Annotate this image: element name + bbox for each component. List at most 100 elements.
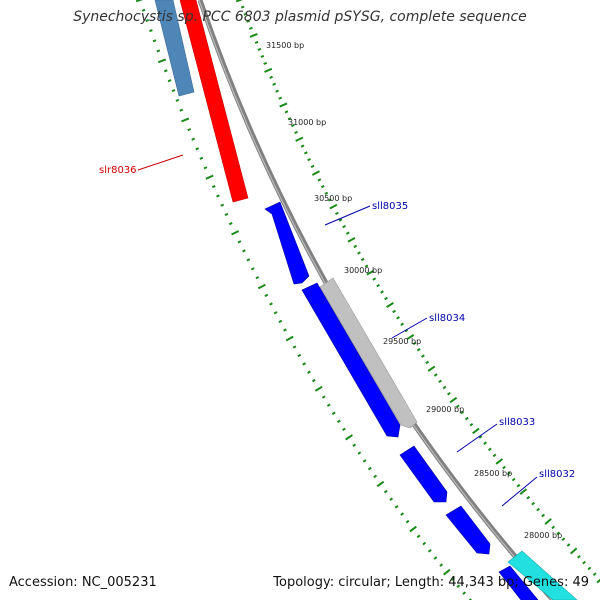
- gene-label-sll8035[interactable]: sll8035: [372, 201, 408, 212]
- outer-tick-mark: [526, 495, 531, 500]
- inner-tick-mark: [237, 240, 242, 244]
- leader-sll8033: [456, 423, 498, 453]
- outer-tick-mark: [427, 365, 436, 372]
- outer-tick-mark: [376, 283, 381, 288]
- inner-tick-mark: [321, 395, 326, 399]
- backbone-highlight: [198, 0, 553, 600]
- tick-label-30500: 30500 bp: [314, 194, 352, 203]
- outer-tick-mark: [447, 391, 451, 396]
- inner-tick-mark: [205, 174, 214, 180]
- outer-tick-mark: [364, 264, 369, 268]
- inner-tick-mark: [224, 212, 229, 217]
- leader-sll8032: [501, 476, 538, 507]
- gene-sll8034-gray[interactable]: [319, 277, 418, 429]
- inner-tick-mark: [264, 293, 269, 297]
- inner-tick-mark: [352, 443, 357, 447]
- outer-tick-mark: [335, 211, 339, 215]
- outer-tick-mark: [536, 507, 541, 512]
- outer-tick-mark: [400, 322, 405, 326]
- cyan-feature[interactable]: [507, 550, 578, 600]
- inner-tick-mark: [409, 525, 417, 533]
- outer-tick-mark: [495, 458, 504, 465]
- summary-text: Topology: circular; Length: 44,343 bp; G…: [273, 575, 589, 590]
- outer-tick-mark: [347, 237, 356, 243]
- outer-tick-mark: [279, 102, 288, 108]
- outer-tick-mark: [345, 231, 350, 235]
- outer-tick-mark: [511, 477, 516, 482]
- inner-tick-mark: [141, 8, 146, 12]
- outer-tick-mark: [353, 244, 358, 249]
- bottom-blue-feature[interactable]: [498, 565, 539, 600]
- inner-tick-mark: [331, 411, 336, 415]
- inner-tick-mark: [228, 221, 233, 226]
- outer-tick-mark: [566, 543, 571, 547]
- outer-tick-mark: [592, 572, 597, 577]
- outer-tick-mark: [438, 379, 442, 384]
- outer-tick-mark: [406, 334, 415, 341]
- outer-tick-mark: [372, 277, 377, 281]
- gene-label-sll8032[interactable]: sll8032: [539, 469, 575, 480]
- tick-label-30000: 30000 bp: [344, 266, 382, 275]
- leader-slr8036: [137, 154, 184, 171]
- gene-label-sll8033[interactable]: sll8033: [499, 417, 535, 428]
- outer-tick-mark: [360, 257, 365, 262]
- outer-tick-mark: [275, 89, 280, 93]
- outer-tick-mark: [396, 316, 400, 320]
- outer-tick-mark: [249, 26, 253, 30]
- outer-tick-mark: [421, 354, 425, 358]
- gene-label-sll8034[interactable]: sll8034: [429, 313, 465, 324]
- outer-tick-mark: [263, 61, 268, 65]
- outer-tick-mark: [556, 531, 561, 536]
- outer-tick-mark: [487, 447, 492, 452]
- outer-tick-mark: [544, 518, 552, 525]
- outer-tick-mark: [392, 309, 396, 314]
- gene-sll8032[interactable]: [445, 505, 491, 555]
- inner-tick-mark: [383, 489, 388, 494]
- outer-tick-mark: [412, 341, 417, 346]
- inner-tick-mark: [292, 345, 297, 349]
- tick-label-29000: 29000 bp: [426, 405, 464, 414]
- gene-sll8035[interactable]: [264, 201, 310, 285]
- inner-tick-mark: [456, 584, 461, 588]
- page-title: Synechocystis sp. PCC 6803 plasmid pSYSG…: [73, 9, 527, 25]
- outer-tick-mark: [300, 144, 305, 148]
- inner-tick-mark: [216, 194, 220, 198]
- outer-tick-mark: [317, 178, 322, 182]
- outer-tick-mark: [519, 488, 528, 495]
- outer-tick-mark: [596, 578, 600, 584]
- inner-tick-mark: [179, 108, 184, 112]
- backbone-arc: [197, 0, 555, 600]
- inner-tick-mark: [362, 459, 367, 463]
- outer-tick-mark: [254, 40, 259, 44]
- outer-tick-mark: [442, 385, 447, 390]
- gene-sll8033[interactable]: [399, 445, 448, 503]
- outer-tick-mark: [303, 151, 308, 155]
- steelblue-feature[interactable]: [154, 0, 195, 97]
- gene-sll8034[interactable]: [301, 282, 401, 438]
- inner-tick-mark: [400, 512, 404, 516]
- inner-tick-mark: [336, 419, 341, 424]
- inner-tick-mark: [167, 79, 172, 83]
- outer-tick-mark: [551, 525, 556, 530]
- inner-tick-mark: [242, 249, 246, 253]
- inner-tick-mark: [145, 18, 150, 22]
- inner-tick-mark: [394, 504, 399, 509]
- gene-slr8036[interactable]: [179, 0, 249, 203]
- inner-tick-mark: [302, 362, 306, 366]
- outer-tick-mark: [235, 0, 243, 3]
- inner-tick-mark: [427, 549, 432, 553]
- outer-tick-mark: [464, 416, 469, 421]
- outer-tick-mark: [460, 410, 465, 415]
- outer-tick-mark: [294, 130, 298, 135]
- outer-tick-mark: [272, 82, 277, 86]
- accession-text: Accession: NC_005231: [9, 575, 157, 590]
- outer-tick-mark: [324, 191, 329, 195]
- tick-label-28000: 28000 bp: [524, 531, 562, 540]
- outer-tick-mark: [492, 453, 497, 458]
- inner-tick-mark: [278, 319, 283, 324]
- inner-tick-mark: [416, 534, 421, 539]
- gene-label-slr8036[interactable]: slr8036: [99, 165, 137, 176]
- inner-tick-mark: [191, 137, 196, 141]
- outer-tick-mark: [582, 560, 586, 565]
